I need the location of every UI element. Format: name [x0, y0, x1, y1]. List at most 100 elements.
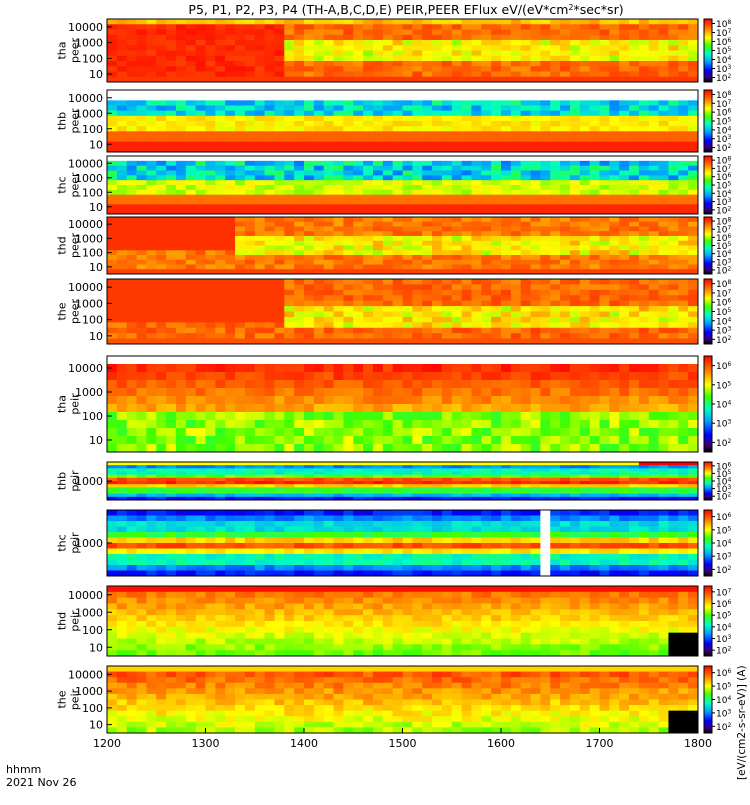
heat-cell: [284, 116, 294, 122]
heat-cell: [521, 333, 531, 339]
heat-cell: [560, 24, 570, 30]
heat-cell: [274, 380, 284, 388]
heat-cell: [265, 462, 275, 466]
heat-cell: [540, 295, 550, 301]
heat-cell: [550, 126, 560, 132]
heat-cell: [314, 171, 324, 176]
heat-cell: [403, 484, 413, 488]
heat-cell: [255, 156, 265, 161]
heat-cell: [137, 217, 147, 222]
heat-cell: [659, 66, 669, 72]
heat-cell: [560, 61, 570, 67]
heat-cell: [353, 227, 363, 232]
heat-cell: [166, 250, 176, 255]
heat-cell: [107, 312, 117, 318]
heat-cell: [619, 66, 629, 72]
heat-cell: [265, 190, 275, 195]
heat-cell: [166, 412, 176, 420]
heat-cell: [265, 45, 275, 51]
heat-cell: [186, 328, 196, 334]
heat-cell: [639, 30, 649, 36]
heat-cell: [403, 90, 413, 96]
heat-cell: [196, 142, 206, 148]
heat-cell: [363, 190, 373, 195]
heat-cell: [127, 142, 137, 148]
heat-cell: [215, 306, 225, 312]
heat-cell: [393, 420, 403, 428]
heat-cell: [393, 478, 403, 482]
heat-cell: [196, 90, 206, 96]
heat-cell: [511, 475, 521, 479]
heat-cell: [422, 388, 432, 396]
heat-cell: [156, 404, 166, 412]
heat-cell: [668, 380, 678, 388]
heat-cell: [609, 290, 619, 296]
heat-cell: [343, 412, 353, 420]
heat-cell: [117, 142, 127, 148]
heat-cell: [225, 388, 235, 396]
heat-cell: [294, 246, 304, 251]
heat-cell: [196, 180, 206, 185]
heat-cell: [343, 126, 353, 132]
heat-cell: [580, 250, 590, 255]
heat-cell: [403, 306, 413, 312]
heat-cell: [166, 204, 176, 209]
heat-cell: [580, 72, 590, 78]
heat-cell: [452, 72, 462, 78]
heat-cell: [156, 56, 166, 62]
heat-cell: [678, 322, 688, 328]
heat-cell: [403, 200, 413, 205]
heat-cell: [196, 111, 206, 117]
heat-cell: [570, 161, 580, 166]
heat-cell: [649, 72, 659, 78]
heat-cell: [334, 166, 344, 171]
heat-cell: [176, 388, 186, 396]
heat-cell: [432, 175, 442, 180]
heat-cell: [363, 487, 373, 491]
heat-cell: [403, 255, 413, 260]
heat-cell: [373, 66, 383, 72]
heat-cell: [353, 317, 363, 323]
heat-cell: [107, 195, 117, 200]
heat-cell: [107, 180, 117, 185]
heat-cell: [294, 436, 304, 444]
heat-cell: [521, 428, 531, 436]
heat-cell: [343, 472, 353, 476]
heat-cell: [353, 301, 363, 307]
heat-cell: [324, 333, 334, 339]
heat-cell: [491, 217, 501, 222]
heat-cell: [284, 295, 294, 301]
heat-cell: [265, 380, 275, 388]
heat-cell: [393, 100, 403, 106]
heat-cell: [619, 260, 629, 265]
heat-cell: [225, 284, 235, 290]
heat-cell: [314, 51, 324, 57]
heat-cell: [206, 61, 216, 67]
heat-cell: [235, 356, 245, 364]
heat-cell: [343, 116, 353, 122]
heat-cell: [412, 317, 422, 323]
heat-cell: [659, 306, 669, 312]
heat-cell: [688, 231, 698, 236]
heat-cell: [432, 227, 442, 232]
heat-cell: [284, 45, 294, 51]
heat-cell: [343, 322, 353, 328]
heat-cell: [373, 246, 383, 251]
heat-cell: [432, 166, 442, 171]
heat-cell: [491, 317, 501, 323]
heat-cell: [235, 180, 245, 185]
heat-cell: [334, 72, 344, 78]
heat-cell: [668, 161, 678, 166]
heat-cell: [255, 61, 265, 67]
heat-cell: [570, 241, 580, 246]
heat-cell: [442, 404, 452, 412]
heat-cell: [235, 217, 245, 222]
heat-cell: [255, 100, 265, 106]
heat-cell: [146, 312, 156, 318]
heat-cell: [176, 312, 186, 318]
heat-cell: [294, 161, 304, 166]
heat-cell: [471, 301, 481, 307]
heat-cell: [343, 166, 353, 171]
heat-cell: [412, 241, 422, 246]
heat-cell: [560, 388, 570, 396]
